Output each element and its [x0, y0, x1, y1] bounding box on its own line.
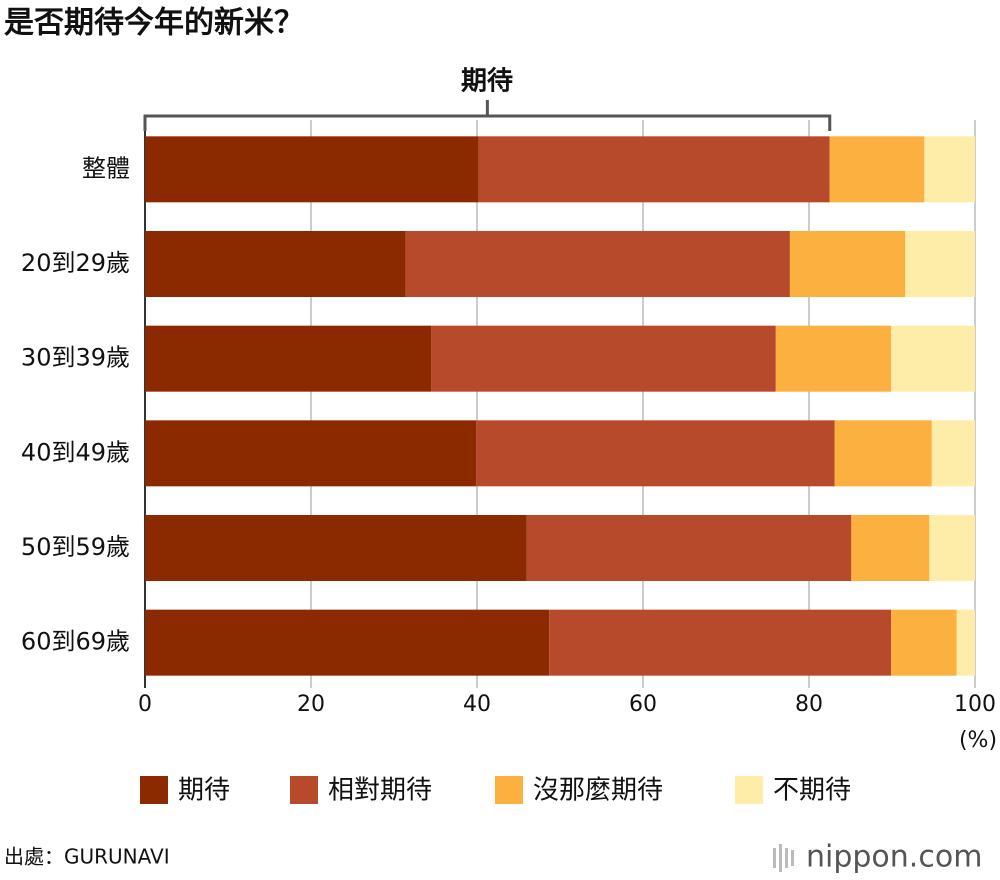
bar-segment — [834, 420, 932, 487]
y-tick-label: 30到39歲 — [21, 344, 130, 372]
bar-segment — [905, 231, 975, 297]
y-tick-label: 50到59歲 — [21, 533, 130, 561]
chart-title: 是否期待今年的新米？ — [4, 6, 304, 41]
y-tick-label: 40到49歲 — [21, 438, 130, 466]
bar-segment — [145, 420, 477, 487]
bar-segment — [775, 325, 892, 392]
logo: nippon.com — [806, 840, 982, 875]
legend-label: 相對期待 — [328, 776, 432, 806]
bar-segment — [931, 420, 975, 487]
annotation: 期待 — [461, 67, 513, 97]
legend-label: 期待 — [178, 776, 230, 806]
x-tick-label: 20 — [297, 692, 325, 717]
bar-segment — [145, 515, 527, 581]
legend-swatch — [495, 776, 523, 804]
bar-segment — [929, 515, 975, 581]
x-tick-label: 0 — [138, 692, 152, 717]
bar-segment — [145, 609, 550, 676]
bar-segment — [145, 325, 432, 392]
bar-segment — [924, 136, 975, 203]
bar-segment — [891, 325, 975, 392]
bar-segment — [145, 136, 479, 203]
x-tick-label: 80 — [795, 692, 823, 717]
bar-segment — [891, 609, 957, 676]
legend-swatch — [290, 776, 318, 804]
x-tick-label: 40 — [463, 692, 491, 717]
bar-segment — [405, 231, 790, 297]
legend-swatch — [140, 776, 168, 804]
bar-segment — [549, 609, 892, 676]
legend-swatch — [735, 776, 763, 804]
annotation-bracket — [143, 100, 832, 131]
x-tick-label: 60 — [629, 692, 657, 717]
x-tick-label: 100 — [954, 692, 996, 717]
bar-segment — [829, 136, 925, 203]
logo-icon — [773, 844, 794, 872]
x-unit: (%) — [959, 728, 997, 753]
bar-segment — [145, 231, 406, 297]
bar-segment — [956, 609, 975, 676]
bar-segment — [431, 325, 776, 392]
bar-segment — [789, 231, 906, 297]
bar-segment — [476, 420, 835, 487]
source: 出處：GURUNAVI — [4, 845, 170, 869]
y-tick-label: 20到29歲 — [21, 249, 130, 277]
bar-segment — [851, 515, 930, 581]
bar-segment — [526, 515, 852, 581]
bar-segment — [478, 136, 830, 203]
y-tick-label: 60到69歲 — [21, 628, 130, 656]
legend-label: 不期待 — [773, 776, 851, 806]
y-tick-label: 整體 — [82, 154, 130, 182]
legend-label: 沒那麼期待 — [533, 776, 663, 806]
